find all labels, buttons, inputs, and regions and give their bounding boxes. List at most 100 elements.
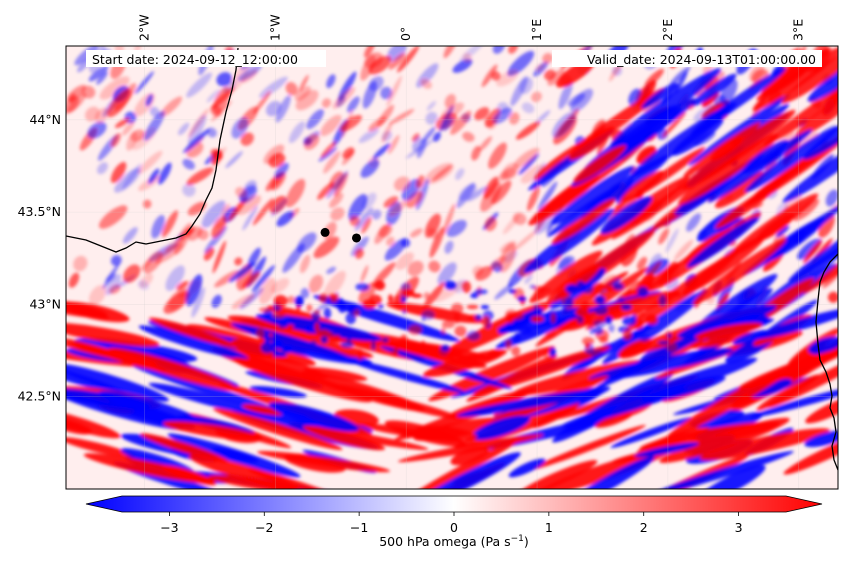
field-blob [446,219,467,237]
field-blob [542,53,553,64]
field-blob [372,143,391,160]
field-blob [240,132,254,146]
field-band [600,196,653,234]
field-band [508,458,546,478]
field-band [666,360,802,439]
field-cell [534,286,545,299]
field-blob [496,69,519,87]
field-band [515,460,598,489]
field-band [551,198,616,245]
field-blob [354,248,364,259]
field-band [788,216,838,282]
field-band [66,322,160,347]
field-blob [509,112,520,125]
field-band [763,68,838,146]
field-band [803,95,838,160]
field-blob [187,201,207,216]
field-blob [98,205,128,229]
field-band [807,46,838,102]
field-band [651,451,794,489]
latitude-axis: 44°N 43.5°N 43°N 42.5°N [18,112,61,404]
field-blob [515,121,540,140]
field-blob [502,214,521,235]
field-blob [527,186,540,211]
field-blob [499,242,516,273]
field-blob [693,104,717,122]
field-band [568,126,615,161]
field-band [232,357,372,403]
field-cell [612,282,624,291]
field-blob [658,228,670,245]
field-blob [347,96,360,113]
field-band [188,454,301,489]
field-band [248,468,345,489]
field-band [163,421,263,441]
field-blob [719,79,738,106]
field-blob [372,262,396,287]
field-band [672,118,724,156]
field-blob [389,108,415,125]
field-cell [300,288,310,299]
field-band [808,336,838,355]
field-blob [480,182,502,212]
field-blob [386,75,402,107]
field-cell [451,303,464,314]
field-cell [562,304,567,311]
field-blob [73,255,88,272]
field-blob [275,94,291,123]
field-blob [669,66,691,87]
field-cell [441,326,446,335]
field-blob [329,193,344,208]
field-cell [441,320,455,329]
field-blob [142,199,152,209]
field-band [610,68,722,147]
field-band [528,174,600,226]
field-blob [323,151,341,174]
field-cell [466,330,481,341]
field-blob [444,240,454,254]
field-blob [161,210,179,238]
plot-area [65,45,839,490]
field-cell [320,334,329,344]
field-blob [797,238,822,260]
field-blob [185,274,203,307]
field-blob [187,114,207,145]
field-cell [505,339,512,351]
field-band [132,365,281,413]
field-blob [484,216,497,232]
field-band [384,420,466,447]
field-cell [487,349,502,359]
field-cell [318,293,328,303]
field-blob [201,200,226,228]
field-band [531,425,646,470]
field-blob [323,270,346,300]
field-cell [557,289,568,298]
field-blob [558,80,573,110]
field-blob [354,207,374,231]
field-blob [456,182,476,209]
field-band [560,456,655,489]
field-blob [521,102,535,114]
field-cell [314,322,320,333]
field-blob [253,91,271,115]
field-cell [313,309,321,316]
field-blob [105,273,117,282]
field-blob [143,251,163,274]
field-blob [827,291,838,303]
field-cell [259,307,273,313]
field-blob [234,257,243,266]
field-blob [110,255,122,266]
field-blob [160,96,183,117]
field-cell [675,292,681,297]
field-band [610,417,693,448]
field-band [149,317,237,348]
field-band [756,229,838,310]
field-blob [306,109,324,130]
field-blob [442,203,456,236]
field-blob [276,210,295,227]
field-blob [87,121,107,139]
field-blob [455,168,465,180]
field-cell [316,329,330,337]
field-cell [666,342,678,353]
field-blob [488,119,498,130]
